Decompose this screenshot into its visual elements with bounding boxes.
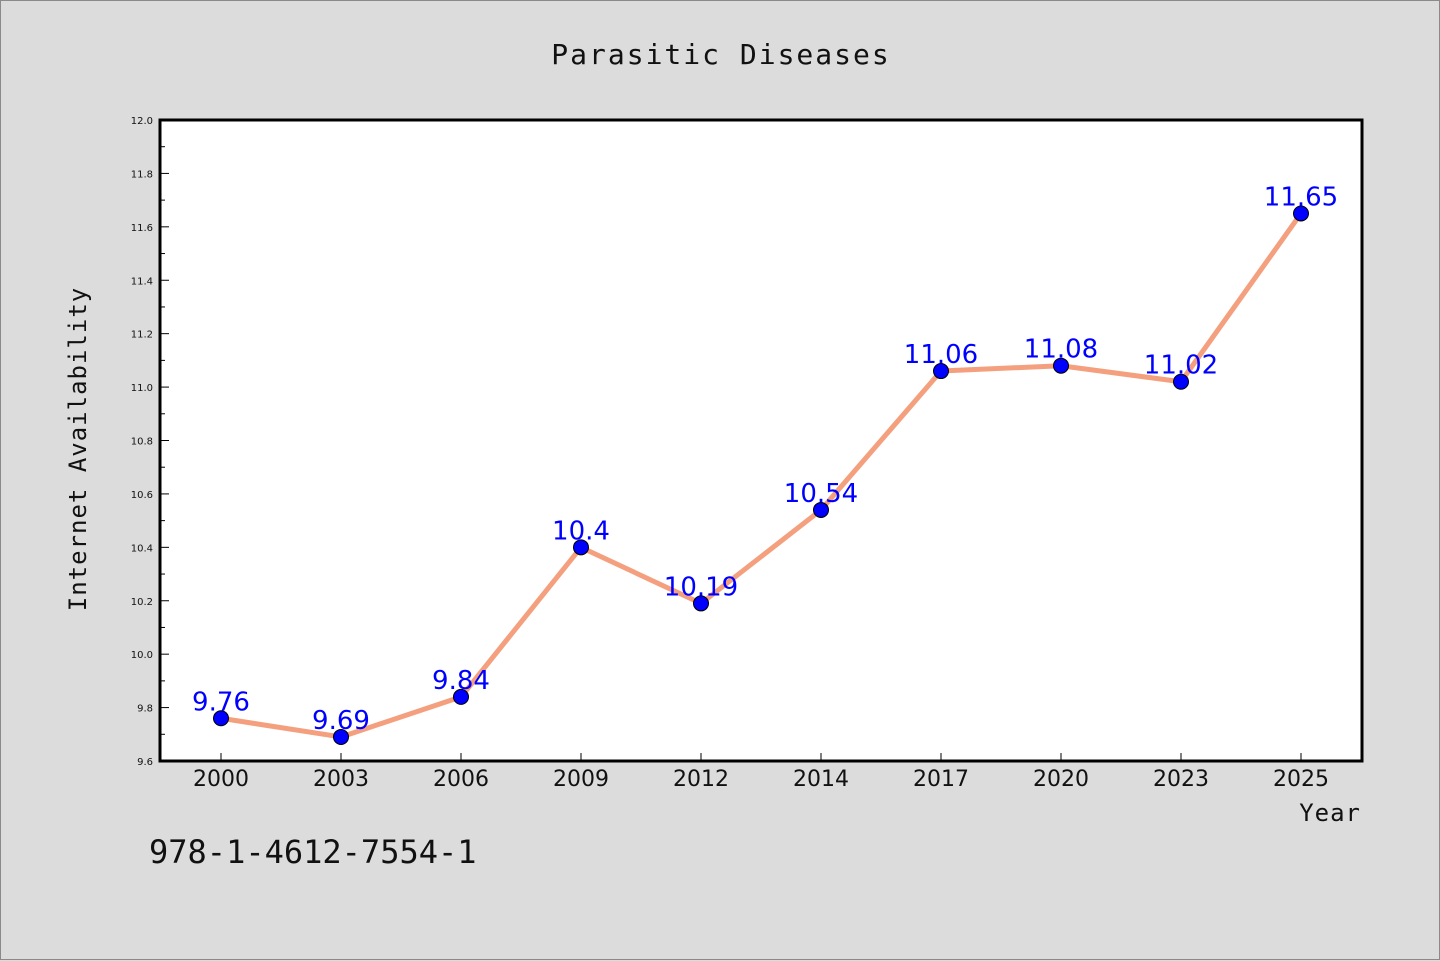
- data-markers: [213, 205, 1309, 745]
- x-tick-label: 2012: [673, 767, 729, 792]
- data-label: 10.4: [552, 516, 610, 546]
- x-tick-label: 2009: [553, 767, 609, 792]
- plot-area: [158, 118, 1364, 763]
- data-label: 11.65: [1264, 182, 1338, 212]
- x-tick-label: 2014: [793, 767, 849, 792]
- x-tick-label: 2023: [1153, 767, 1209, 792]
- data-label: 10.19: [664, 572, 738, 602]
- y-tick-label: 11.2: [131, 330, 153, 341]
- y-tick-label: 11.6: [131, 223, 153, 234]
- series-line: [220, 212, 1304, 740]
- y-tick-label: 10.8: [131, 437, 153, 448]
- data-label: 11.06: [904, 340, 978, 370]
- data-label: 11.02: [1144, 351, 1218, 381]
- y-tick-label: 12.0: [131, 116, 153, 127]
- y-tick-label: 10.6: [131, 490, 153, 501]
- y-tick-label: 9.8: [137, 704, 153, 715]
- y-tick-label: 10.2: [131, 597, 153, 608]
- data-point: [453, 688, 469, 705]
- data-point: [693, 595, 709, 612]
- x-axis-label: Year: [1299, 799, 1361, 827]
- y-tick-label: 10.0: [131, 650, 153, 661]
- data-point: [1053, 357, 1069, 374]
- data-point: [333, 728, 349, 745]
- data-label: 11.08: [1024, 335, 1098, 365]
- data-label: 10.54: [784, 479, 858, 509]
- y-tick-label: 9.6: [137, 757, 153, 768]
- y-tick-label: 10.4: [131, 543, 153, 554]
- data-labels: 9.76 9.69 9.84 10.4 10.19 10.54 11.06 11.08 11.0…: [192, 182, 1338, 735]
- x-tick-label: 2025: [1273, 767, 1329, 792]
- data-point: [813, 501, 829, 518]
- data-point: [933, 363, 949, 380]
- x-axis: 2000 2003 2006 2009 2012 2014 2017 2020 2023 2025: [193, 753, 1329, 792]
- x-tick-label: 2006: [433, 767, 489, 792]
- data-point: [1293, 205, 1309, 222]
- chart-title: Parasitic Diseases: [551, 38, 890, 71]
- isbn-text: 978-1-4612-7554-1: [149, 833, 477, 871]
- x-tick-label: 2003: [313, 767, 369, 792]
- data-label: 9.69: [312, 706, 370, 736]
- x-tick-label: 2000: [193, 767, 249, 792]
- x-tick-label: 2017: [913, 767, 969, 792]
- y-tick-label: 11.0: [131, 383, 153, 394]
- y-axis-label: Internet Availability: [64, 287, 92, 611]
- data-point: [573, 539, 589, 556]
- y-tick-label: 11.4: [131, 276, 153, 287]
- data-label: 9.76: [192, 687, 250, 717]
- x-tick-label: 2020: [1033, 767, 1089, 792]
- data-point: [1173, 373, 1189, 390]
- y-axis: 9.6 9.8 10.0 10.2 10.4 10.6 10.8 11.0 11.2 11.4 11…: [131, 116, 169, 768]
- y-tick-label: 11.8: [131, 169, 153, 180]
- data-label: 9.84: [432, 666, 490, 696]
- data-point: [213, 710, 229, 727]
